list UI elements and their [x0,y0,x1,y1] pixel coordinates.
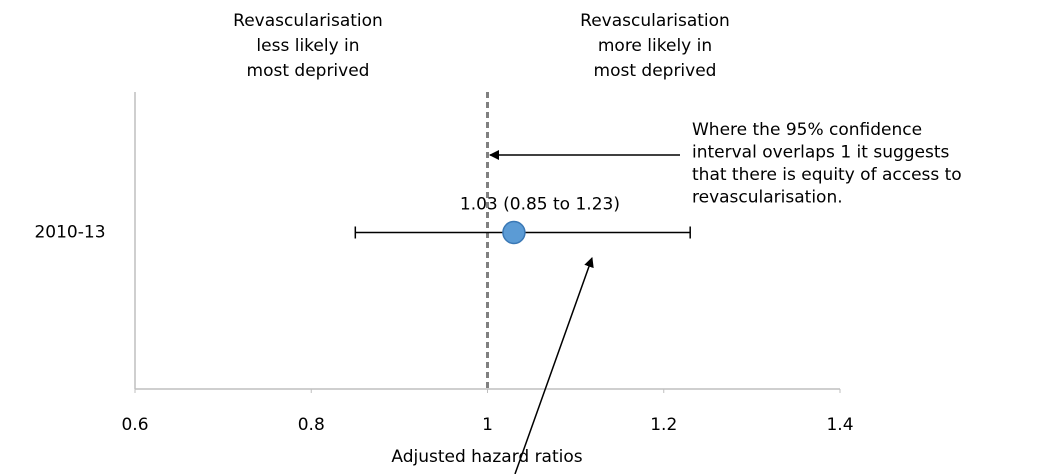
annotation: interval overlaps 1 it suggests [692,143,950,163]
x-axis-title: Adjusted hazard ratios [391,447,582,467]
annotation: Revascularisation [580,11,730,31]
point [502,220,526,245]
annotation: Where the 95% confidence [692,120,922,140]
annotation: most deprived [594,61,717,81]
annotation: that there is equity of access to [692,165,962,185]
annotation: more likely in [598,36,712,56]
pointer-arrow [514,257,594,474]
data-label: 1.03 (0.85 to 1.23) [460,195,620,215]
y-tick-label: 2010-13 [34,223,105,243]
x-tick-label: 1.2 [650,415,677,435]
annotation: most deprived [247,61,370,81]
x-tick-label: 1 [482,415,493,435]
x-tick-label: 0.6 [121,415,148,435]
annotation: less likely in [256,36,359,56]
annotation: revascularisation. [692,188,843,208]
annotation: Revascularisation [233,11,383,31]
x-tick-label: 0.8 [298,415,325,435]
x-tick-label: 1.4 [826,415,853,435]
